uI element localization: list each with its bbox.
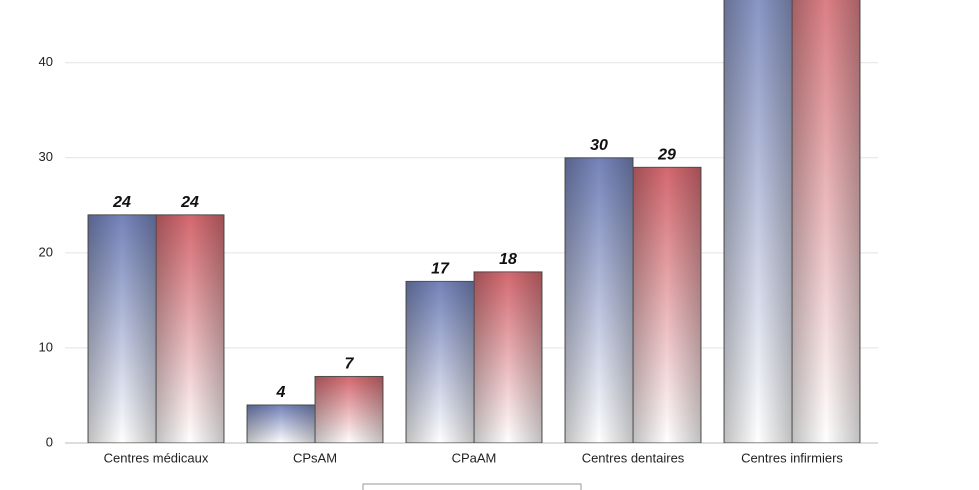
- x-tick-label: Centres dentaires: [582, 450, 685, 465]
- y-tick-label: 30: [39, 149, 53, 164]
- bar: [87, 214, 157, 443]
- data-label: 18: [499, 251, 517, 268]
- plot-area: [87, 0, 861, 443]
- data-label: 30: [590, 137, 608, 154]
- x-tick-label: Centres médicaux: [104, 450, 209, 465]
- bar: [632, 166, 702, 443]
- data-label: 29: [657, 147, 676, 164]
- bar: [314, 375, 384, 443]
- y-tick-label: 10: [39, 339, 53, 354]
- x-tick-label: CPsAM: [293, 450, 337, 465]
- data-label: 24: [180, 194, 199, 211]
- y-tick-label: 0: [46, 434, 53, 449]
- x-tick-label: CPaAM: [452, 450, 497, 465]
- bar: [405, 280, 475, 443]
- bar: [473, 271, 543, 443]
- bar: [791, 0, 861, 443]
- x-tick-label: Centres infirmiers: [741, 450, 843, 465]
- data-label: 17: [431, 261, 450, 278]
- data-label: 24: [112, 194, 131, 211]
- bar: [155, 214, 225, 443]
- y-tick-label: 40: [39, 54, 53, 69]
- y-tick-label: 20: [39, 244, 53, 259]
- bar: [564, 157, 634, 443]
- bar: [246, 404, 316, 443]
- data-label: 4: [276, 384, 286, 401]
- bar: [723, 0, 793, 443]
- data-label: 7: [345, 356, 355, 373]
- legend-box: [362, 483, 582, 490]
